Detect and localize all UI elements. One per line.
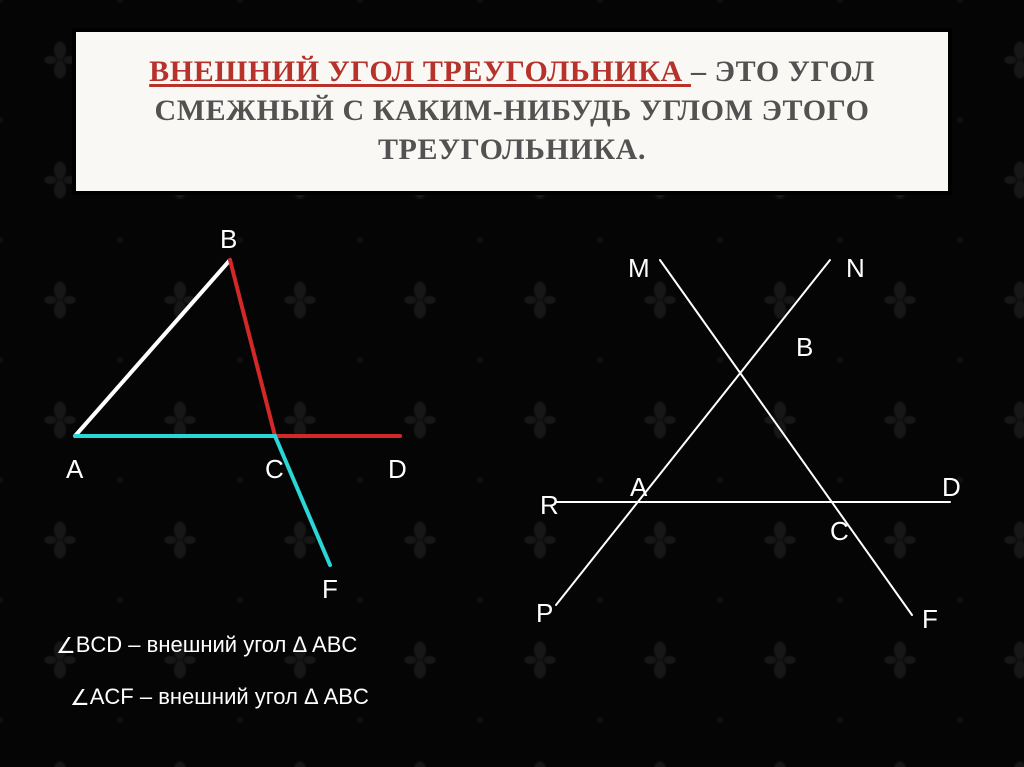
left-figure — [75, 260, 400, 565]
diagram-svg — [0, 0, 1024, 767]
right-figure — [556, 260, 950, 615]
